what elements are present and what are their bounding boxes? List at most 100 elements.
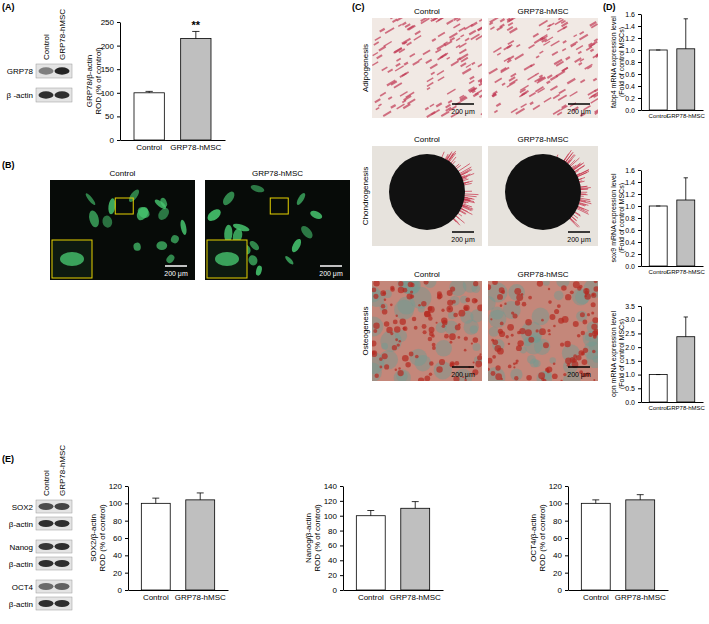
- axis-line: [129, 590, 229, 591]
- error-cap: [367, 510, 374, 511]
- axis-title: GRP78/β-actin: [85, 55, 94, 108]
- stained-cell: [430, 104, 434, 107]
- stained-cell: [395, 66, 404, 71]
- mineral-spot: [418, 377, 424, 381]
- bar: [649, 206, 667, 266]
- scale-label: 200 μm: [567, 371, 591, 379]
- y-tick: 100: [324, 512, 343, 521]
- stained-cell: [460, 97, 467, 101]
- stained-cell: [478, 26, 482, 30]
- inset-cell: [215, 252, 239, 266]
- fringe: [463, 193, 479, 195]
- tick-mark: [638, 74, 641, 75]
- tick-label: 40: [328, 556, 337, 565]
- y-tick: 0: [110, 136, 120, 145]
- mineral-spot: [421, 301, 426, 306]
- fringe: [576, 171, 589, 177]
- tick-mark: [117, 22, 120, 23]
- stained-cell: [480, 78, 482, 81]
- blot-row-label: Nanog: [9, 543, 33, 552]
- axis-line: [344, 590, 444, 591]
- mineral-spot: [428, 337, 433, 342]
- stained-cell: [432, 39, 436, 41]
- stained-cell: [481, 109, 482, 114]
- mineral-spot: [384, 321, 390, 327]
- mineral-spot: [418, 304, 421, 307]
- blot-row-label: SOX2: [12, 503, 34, 512]
- mineral-spot: [564, 341, 570, 347]
- tick-mark: [638, 361, 641, 362]
- mineral-spot: [382, 309, 388, 315]
- tick-label: 0.4: [625, 239, 635, 246]
- tick-mark: [638, 230, 641, 231]
- stained-cell: [508, 41, 514, 45]
- image-title: Control: [414, 270, 440, 279]
- mineral-spot: [565, 294, 571, 300]
- stained-cell: [494, 111, 497, 113]
- tick-label: 40: [553, 551, 562, 560]
- tick-mark: [565, 573, 568, 574]
- y-tick: 0.6: [625, 71, 641, 78]
- error-stem: [685, 19, 686, 49]
- mineral-spot: [394, 326, 401, 333]
- inset-frame: [115, 198, 133, 214]
- error-bar: [197, 493, 204, 500]
- axis-line: [128, 487, 129, 591]
- stained-cell: [431, 110, 439, 115]
- cell: [165, 253, 176, 264]
- stained-cell: [511, 74, 516, 77]
- stained-cell: [547, 28, 550, 30]
- mineral-spot: [592, 317, 598, 323]
- stained-cell: [557, 112, 562, 115]
- bar: [626, 500, 655, 590]
- y-tick: 1.2: [625, 191, 641, 198]
- error-bar: [146, 91, 153, 92]
- stained-cell: [398, 24, 401, 26]
- y-tick: 2.5: [625, 330, 641, 337]
- stained-cell: [415, 31, 420, 34]
- stained-cell: [571, 44, 576, 47]
- stained-cell: [539, 21, 548, 26]
- stained-cell: [516, 109, 525, 114]
- x-tick: Control: [583, 590, 609, 602]
- stained-cell: [397, 18, 406, 21]
- tick-mark: [638, 14, 641, 15]
- stained-cell: [451, 61, 458, 65]
- cell: [156, 241, 167, 250]
- mineral-spot: [581, 331, 585, 335]
- mineral-spot: [515, 362, 517, 364]
- tick-mark: [340, 516, 343, 517]
- blot-band: [55, 503, 70, 510]
- tick-label: 60: [553, 534, 562, 543]
- mineral-spot: [375, 374, 379, 378]
- axis-line: [642, 110, 704, 111]
- x-axis: ControlGRP78-hMSC: [642, 110, 706, 119]
- stained-cell: [375, 99, 380, 102]
- error-stem: [200, 493, 201, 500]
- y-tick: 0.2: [625, 251, 641, 258]
- mineral-spot: [557, 304, 561, 308]
- cell: [284, 255, 295, 266]
- blot-row-label: β-actin: [9, 560, 33, 569]
- axis-line: [569, 590, 669, 591]
- stained-cell: [384, 42, 392, 47]
- tick-mark: [638, 388, 641, 389]
- cell: [156, 206, 171, 222]
- mineral-spot: [546, 366, 552, 372]
- scale-label: 200 μm: [567, 236, 591, 244]
- blot-band: [39, 520, 54, 527]
- scale-bar: [452, 366, 474, 368]
- y-tick: 1.2: [625, 35, 641, 42]
- cell: [309, 209, 323, 221]
- mineral-spot: [373, 294, 378, 299]
- stained-cell: [530, 102, 533, 104]
- x-tick: Control: [358, 590, 384, 602]
- error-bar: [192, 31, 199, 38]
- mineral-spot: [570, 290, 574, 294]
- mineral-spot: [554, 309, 559, 314]
- stained-cell: [461, 35, 464, 37]
- mineral-spot: [410, 290, 413, 293]
- stained-cell: [580, 59, 584, 61]
- stained-cell: [520, 85, 528, 90]
- stained-cell: [515, 54, 524, 59]
